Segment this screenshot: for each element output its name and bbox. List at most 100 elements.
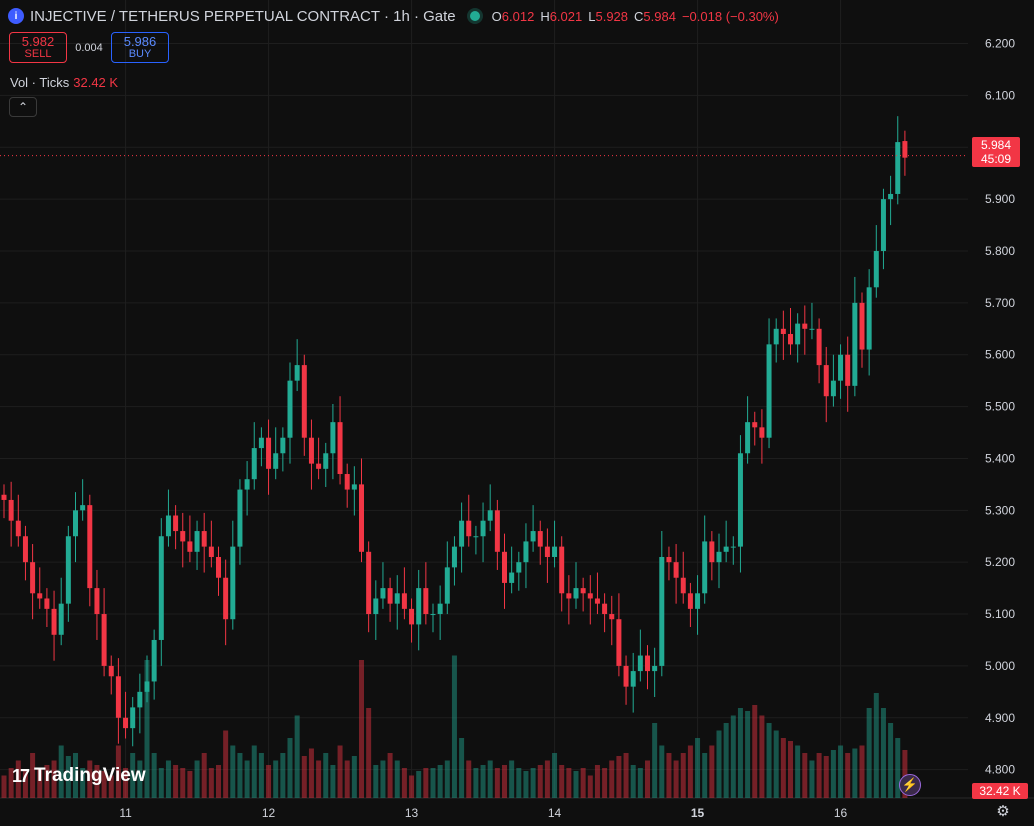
- candle-body: [137, 691, 143, 708]
- candle-body: [123, 717, 129, 729]
- volume-bar: [337, 745, 343, 798]
- candle-body: [323, 453, 329, 469]
- candle-body: [251, 448, 257, 480]
- volume-bar: [380, 760, 386, 798]
- candle-body: [216, 556, 221, 578]
- volume-bar: [687, 745, 693, 798]
- spread-value: 0.004: [75, 41, 103, 54]
- candle-body: [373, 598, 379, 615]
- candle-body: [809, 328, 815, 330]
- candle-body: [15, 520, 21, 537]
- candle-body: [830, 380, 836, 397]
- candle-body: [194, 531, 200, 552]
- market-status-icon[interactable]: [469, 11, 480, 21]
- volume-bar: [387, 753, 393, 798]
- volume-bar: [637, 768, 643, 798]
- candle-body: [502, 551, 507, 583]
- volume-bar: [230, 745, 236, 798]
- volume-bar: [602, 768, 608, 798]
- volume-bar: [351, 756, 357, 798]
- candle-body: [1, 494, 7, 500]
- volume-bar: [680, 753, 686, 798]
- candle-body: [173, 515, 179, 532]
- candle-body: [616, 619, 622, 666]
- candle-body: [423, 588, 429, 615]
- candle-body: [666, 556, 672, 563]
- candle-body: [645, 655, 650, 672]
- injective-logo-icon: i: [8, 8, 24, 24]
- volume-bar: [151, 753, 157, 798]
- candle-body: [745, 422, 751, 454]
- candle-body: [130, 707, 136, 729]
- volume-bar: [716, 730, 722, 798]
- candle-body: [680, 577, 686, 594]
- candle-body: [87, 505, 93, 589]
- volume-legend[interactable]: Vol · Ticks 32.42 K: [10, 75, 119, 90]
- tradingview-mark-icon: 17: [12, 765, 30, 786]
- candle-body: [695, 593, 701, 609]
- candle-body: [523, 541, 529, 563]
- symbol-title[interactable]: INJECTIVE / TETHERUS PERPETUAL CONTRACT …: [30, 7, 456, 25]
- candle-body: [316, 463, 322, 469]
- volume-value-tag: 32.42 K: [972, 783, 1028, 799]
- volume-bar: [630, 765, 636, 798]
- volume-bar: [709, 745, 715, 798]
- candle-body: [344, 474, 350, 490]
- gear-icon[interactable]: ⚙: [996, 803, 1010, 820]
- buy-button[interactable]: 5.986 BUY: [111, 32, 169, 63]
- candle-body: [237, 489, 243, 547]
- volume-bar: [73, 753, 78, 798]
- volume-bar: [201, 753, 207, 798]
- candle-body: [888, 193, 894, 200]
- candle-body: [187, 541, 193, 552]
- volume-bar: [123, 768, 129, 798]
- collapse-legend-button[interactable]: ⌃: [9, 97, 37, 117]
- candle-body: [101, 614, 107, 666]
- candle-body: [387, 588, 393, 604]
- volume-bar: [173, 765, 179, 798]
- x-tick-label: 13: [405, 806, 419, 820]
- candle-body: [22, 536, 28, 563]
- candle-body: [544, 546, 550, 557]
- volume-bar: [115, 745, 121, 798]
- candle-body: [115, 676, 121, 718]
- volume-bar: [530, 768, 536, 798]
- candle-body: [366, 551, 372, 615]
- volume-bar: [266, 765, 272, 798]
- volume-bar: [130, 753, 136, 798]
- candle-body: [609, 614, 615, 620]
- volume-bar: [158, 768, 164, 798]
- volume-bar: [737, 708, 743, 798]
- y-tick-label: 4.900: [985, 711, 1015, 725]
- volume-bar: [1, 775, 7, 798]
- volume-bar: [766, 723, 772, 798]
- candle-body: [802, 323, 808, 329]
- volume-bar: [509, 760, 515, 798]
- volume-bar: [516, 768, 522, 798]
- candle-body: [494, 510, 500, 552]
- volume-bar: [888, 723, 894, 798]
- x-tick-label: 12: [262, 806, 276, 820]
- candle-body: [673, 562, 679, 578]
- volume-bar: [80, 768, 86, 798]
- candle-body: [652, 665, 658, 672]
- y-tick-label: 5.300: [985, 503, 1015, 517]
- candle-body: [780, 328, 786, 334]
- volume-bar: [394, 760, 400, 798]
- tradingview-logo[interactable]: 17 TradingView: [12, 765, 146, 786]
- volume-bar: [344, 760, 350, 798]
- volume-bar: [673, 760, 679, 798]
- candle-body: [201, 531, 207, 547]
- candle-body: [180, 531, 186, 542]
- candle-body: [709, 541, 715, 563]
- lightning-icon[interactable]: ⚡: [899, 774, 921, 796]
- volume-bar: [373, 765, 379, 798]
- candle-body: [723, 546, 729, 552]
- volume-bar: [523, 771, 529, 798]
- volume-bar: [702, 753, 708, 798]
- candle-body: [788, 333, 793, 345]
- volume-bar: [423, 768, 429, 798]
- sell-button[interactable]: 5.982 SELL: [9, 32, 67, 63]
- volume-bar: [838, 745, 844, 798]
